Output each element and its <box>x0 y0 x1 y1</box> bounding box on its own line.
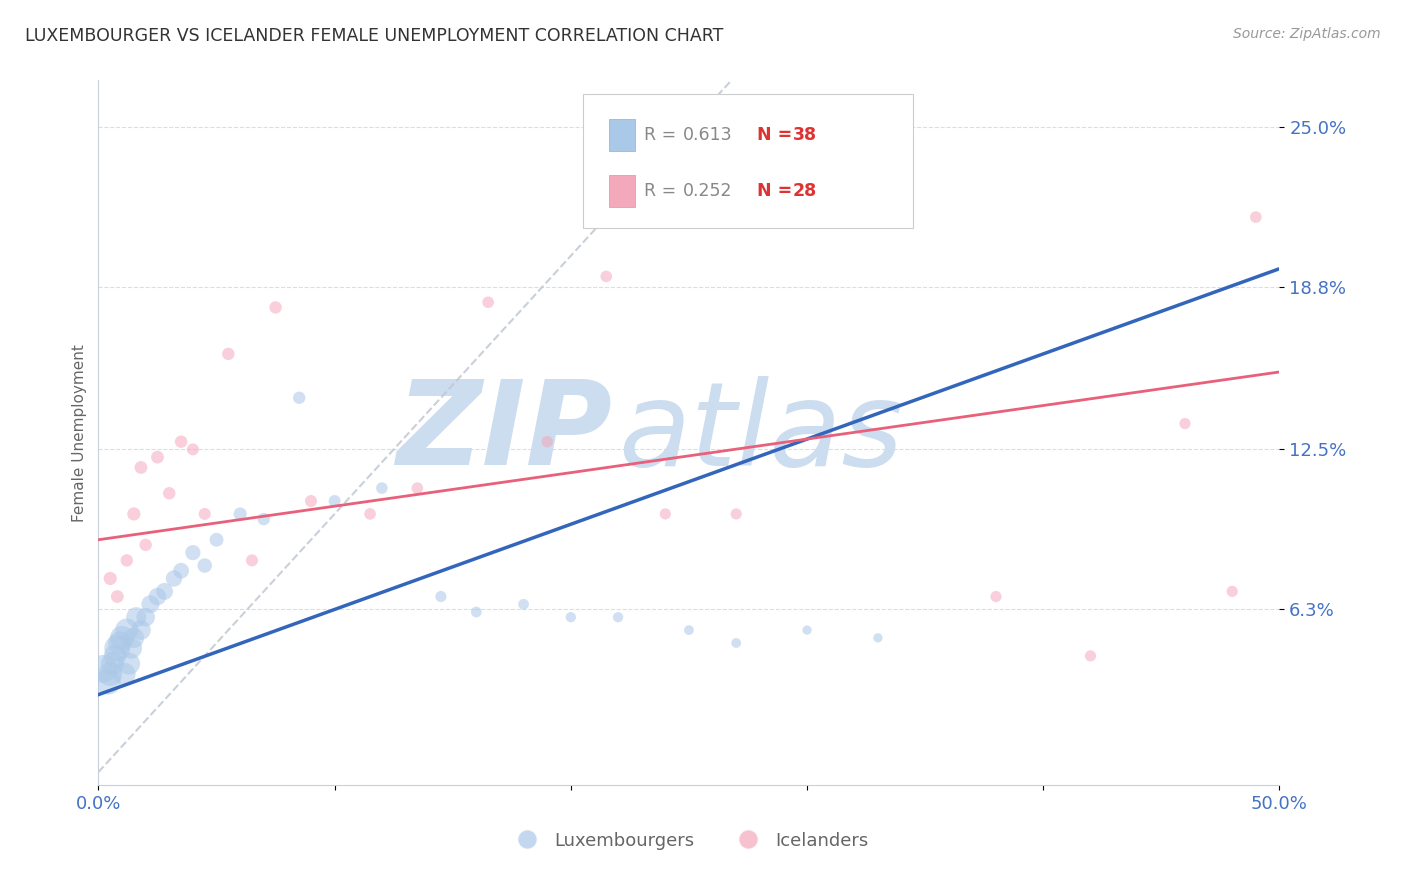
Point <box>146 590 169 604</box>
Point <box>115 623 138 637</box>
Point <box>1244 210 1267 224</box>
Point <box>111 631 134 645</box>
Text: LUXEMBOURGER VS ICELANDER FEMALE UNEMPLOYMENT CORRELATION CHART: LUXEMBOURGER VS ICELANDER FEMALE UNEMPLO… <box>25 27 724 45</box>
Point <box>678 623 700 637</box>
Point <box>1080 648 1102 663</box>
Point <box>371 481 394 495</box>
Point <box>654 507 676 521</box>
Legend: Luxembourgers, Icelanders: Luxembourgers, Icelanders <box>502 824 876 857</box>
Point <box>725 507 748 521</box>
Point <box>323 494 346 508</box>
Point <box>229 507 252 521</box>
Point <box>104 648 127 663</box>
Point <box>796 623 818 637</box>
Point <box>536 434 558 449</box>
Point <box>607 610 630 624</box>
Point <box>465 605 488 619</box>
Point <box>288 391 311 405</box>
Point <box>121 641 143 656</box>
Point <box>866 631 889 645</box>
Point <box>253 512 276 526</box>
Text: atlas: atlas <box>619 376 903 490</box>
Y-axis label: Female Unemployment: Female Unemployment <box>72 343 87 522</box>
FancyBboxPatch shape <box>609 120 634 151</box>
Point <box>135 538 157 552</box>
Point <box>512 597 534 611</box>
Point <box>163 571 186 585</box>
Point <box>406 481 429 495</box>
Point <box>122 631 145 645</box>
Point <box>129 460 152 475</box>
Point <box>477 295 499 310</box>
Point <box>1174 417 1197 431</box>
Point <box>1220 584 1243 599</box>
Point <box>181 546 204 560</box>
Point <box>170 564 193 578</box>
Text: R =: R = <box>644 182 682 201</box>
Point <box>146 450 169 464</box>
Point <box>129 623 152 637</box>
Text: ZIP: ZIP <box>396 376 612 490</box>
Point <box>101 657 124 671</box>
Point <box>430 590 453 604</box>
Point <box>157 486 180 500</box>
Point <box>98 571 121 585</box>
FancyBboxPatch shape <box>582 95 914 228</box>
Point <box>595 269 617 284</box>
Point <box>299 494 322 508</box>
Point <box>181 442 204 457</box>
Point <box>118 657 141 671</box>
Point <box>194 507 217 521</box>
Point <box>170 434 193 449</box>
Point <box>217 347 239 361</box>
Point <box>105 590 128 604</box>
Point <box>984 590 1007 604</box>
Point <box>205 533 228 547</box>
Text: 38: 38 <box>793 126 817 144</box>
Point <box>91 662 114 676</box>
Point <box>560 610 582 624</box>
Point <box>115 553 138 567</box>
FancyBboxPatch shape <box>609 176 634 207</box>
Text: N =: N = <box>758 126 799 144</box>
Point <box>135 610 157 624</box>
Point <box>122 507 145 521</box>
Point <box>772 210 794 224</box>
Point <box>112 667 135 681</box>
Point <box>125 610 148 624</box>
Text: N =: N = <box>758 182 799 201</box>
Point <box>105 641 128 656</box>
Point <box>139 597 162 611</box>
Text: Source: ZipAtlas.com: Source: ZipAtlas.com <box>1233 27 1381 41</box>
Point <box>725 636 748 650</box>
Point <box>153 584 176 599</box>
Point <box>194 558 217 573</box>
Text: 28: 28 <box>793 182 817 201</box>
Point <box>108 636 131 650</box>
Point <box>264 301 287 315</box>
Point <box>359 507 381 521</box>
Point <box>98 667 121 681</box>
Point <box>240 553 263 567</box>
Point <box>97 674 120 689</box>
Text: R =: R = <box>644 126 682 144</box>
Text: 0.613: 0.613 <box>683 126 733 144</box>
Text: 0.252: 0.252 <box>683 182 733 201</box>
